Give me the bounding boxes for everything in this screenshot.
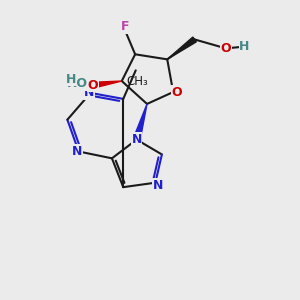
Text: F: F xyxy=(121,20,129,33)
Text: O: O xyxy=(220,42,231,55)
Text: O: O xyxy=(88,79,98,92)
Polygon shape xyxy=(167,37,196,59)
Text: N: N xyxy=(72,145,83,158)
Text: O: O xyxy=(171,85,182,98)
Polygon shape xyxy=(133,104,147,141)
Text: CH₃: CH₃ xyxy=(126,75,148,88)
Text: H: H xyxy=(239,40,250,53)
Text: N: N xyxy=(131,133,142,146)
Text: HO: HO xyxy=(67,77,88,90)
Polygon shape xyxy=(92,81,122,88)
Text: H: H xyxy=(66,73,76,86)
Text: N: N xyxy=(152,178,163,192)
Text: N: N xyxy=(84,86,94,99)
